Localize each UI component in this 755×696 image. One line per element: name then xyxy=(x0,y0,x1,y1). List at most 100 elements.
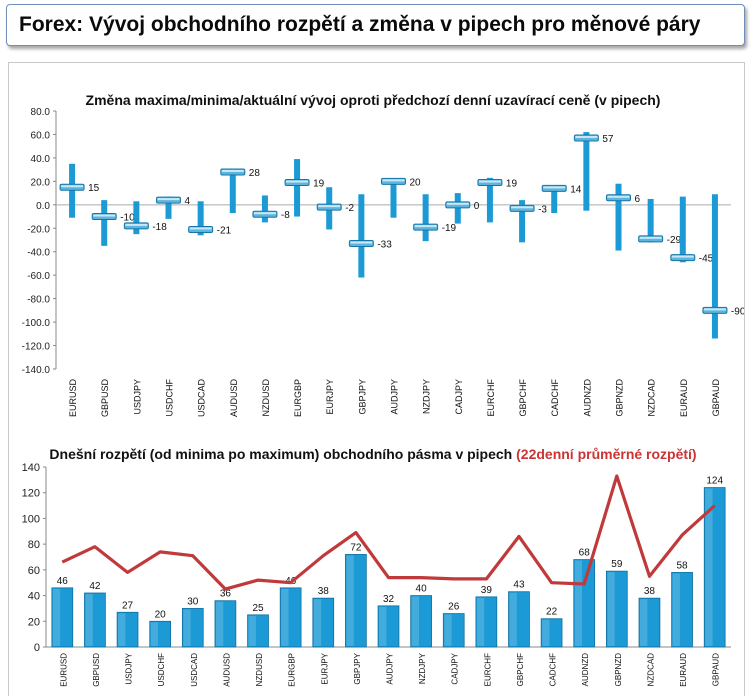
spread-bar xyxy=(149,620,172,648)
spread-value-label: 58 xyxy=(677,560,689,571)
y-tick-label: 80 xyxy=(28,539,40,551)
spread-value-label: 20 xyxy=(155,609,167,620)
range-bar xyxy=(197,201,204,236)
current-marker-highlight xyxy=(543,186,566,189)
current-marker-highlight xyxy=(221,169,244,172)
spread-chart: Dnešní rozpětí (od minima po maximum) ob… xyxy=(22,446,731,687)
spread-value-label: 68 xyxy=(579,548,591,559)
x-tick-label: NZDJPY xyxy=(422,379,432,414)
spread-bar-shine xyxy=(248,615,256,646)
x-tick-label: EURCHF xyxy=(483,653,492,686)
spread-bar-shine xyxy=(281,588,289,646)
spread-bar xyxy=(703,487,726,648)
current-marker-highlight xyxy=(61,185,84,188)
x-tick-label: USDCAD xyxy=(190,653,199,687)
current-value-label: -21 xyxy=(217,225,232,236)
x-tick-label: GBPAUD xyxy=(711,379,721,417)
x-tick-label: GBPJPY xyxy=(357,379,367,415)
y-tick-label: -40.0 xyxy=(27,248,50,259)
spread-value-label: 39 xyxy=(481,585,493,596)
x-tick-label: USDCHF xyxy=(165,378,175,416)
x-tick-label: CADJPY xyxy=(451,652,460,684)
spread-value-label: 30 xyxy=(187,596,199,607)
range-bar xyxy=(229,169,236,214)
current-marker xyxy=(702,306,728,314)
spread-value-label: 32 xyxy=(383,594,395,605)
spread-bar xyxy=(442,613,465,648)
x-tick-label: NZDCAD xyxy=(646,653,655,687)
x-tick-label: AUDJPY xyxy=(386,652,395,684)
x-tick-label: USDCAD xyxy=(197,379,207,418)
y-tick-label: 60.0 xyxy=(31,130,51,141)
x-tick-label: GBPCHF xyxy=(518,379,528,417)
range-chart-title: Změna maxima/minima/aktuální vývoj oprot… xyxy=(86,92,661,108)
current-value-label: 4 xyxy=(185,196,191,207)
charts-panel: Změna maxima/minima/aktuální vývoj oprot… xyxy=(8,62,745,696)
current-marker-highlight xyxy=(575,135,598,138)
x-tick-label: GBPNZD xyxy=(615,379,625,417)
current-marker-highlight xyxy=(286,180,309,183)
spread-bar-shine xyxy=(118,613,126,646)
spread-bar xyxy=(279,587,302,648)
current-marker-highlight xyxy=(607,195,630,198)
range-bar xyxy=(101,200,108,246)
range-bar xyxy=(422,194,429,242)
spread-value-label: 72 xyxy=(350,542,362,553)
spread-bar-shine xyxy=(379,606,387,646)
spread-bar xyxy=(573,559,596,648)
current-marker xyxy=(381,177,406,185)
current-value-label: -90 xyxy=(731,306,744,317)
spread-value-label: 22 xyxy=(546,607,558,618)
spread-value-label: 43 xyxy=(513,580,525,591)
current-marker-highlight xyxy=(703,308,726,311)
current-value-label: 57 xyxy=(602,134,614,145)
spread-bar xyxy=(377,605,400,648)
spread-value-label: 124 xyxy=(706,476,723,487)
spread-bar xyxy=(247,614,269,648)
current-marker-highlight xyxy=(639,236,662,239)
current-value-label: -45 xyxy=(699,254,714,265)
page-title: Forex: Vývoj obchodního rozpětí a změna … xyxy=(19,13,701,36)
range-bar xyxy=(454,193,461,224)
x-tick-label: GBPUSD xyxy=(92,653,101,687)
range-bar xyxy=(647,198,654,243)
x-tick-label: GBPCHF xyxy=(516,653,525,686)
spread-bar-shine xyxy=(542,619,550,646)
spread-bar-shine xyxy=(705,488,713,646)
y-tick-label: -20.0 xyxy=(27,224,50,235)
y-tick-label: -80.0 xyxy=(27,295,50,306)
x-tick-label: AUDUSD xyxy=(229,379,239,418)
spread-bar-shine xyxy=(346,555,354,646)
spread-bar-shine xyxy=(52,588,61,646)
spread-bar xyxy=(84,592,106,648)
y-tick-label: 40 xyxy=(28,591,40,603)
current-marker-highlight xyxy=(157,198,180,201)
range-bar xyxy=(551,186,558,214)
y-tick-label: 80.0 xyxy=(31,107,51,118)
current-marker-highlight xyxy=(350,241,373,244)
current-marker-highlight xyxy=(382,179,405,182)
current-value-label: -8 xyxy=(281,210,290,221)
range-bar xyxy=(294,159,301,217)
spread-bar-shine xyxy=(215,601,224,646)
x-tick-label: EURJPY xyxy=(325,379,335,415)
x-tick-label: AUDUSD xyxy=(222,653,231,687)
current-marker-highlight xyxy=(253,212,276,215)
range-bar xyxy=(261,195,268,223)
spread-bar xyxy=(345,554,367,648)
y-tick-label: 140 xyxy=(22,462,40,474)
spread-bar-shine xyxy=(444,614,452,646)
current-marker-highlight xyxy=(318,205,341,208)
range-bar xyxy=(165,196,172,219)
range-bar xyxy=(711,194,718,339)
current-marker-highlight xyxy=(189,227,212,230)
current-marker-highlight xyxy=(446,202,469,205)
current-value-label: -18 xyxy=(152,222,167,233)
x-tick-label: EURJPY xyxy=(320,652,329,684)
spread-value-label: 59 xyxy=(611,559,623,570)
x-tick-label: AUDJPY xyxy=(390,379,400,415)
spread-chart-title-main: Dnešní rozpětí (od minima po maximum) ob… xyxy=(49,446,512,462)
x-tick-label: EURUSD xyxy=(59,653,68,687)
spread-value-label: 27 xyxy=(122,600,134,611)
y-tick-label: 20 xyxy=(28,616,40,628)
